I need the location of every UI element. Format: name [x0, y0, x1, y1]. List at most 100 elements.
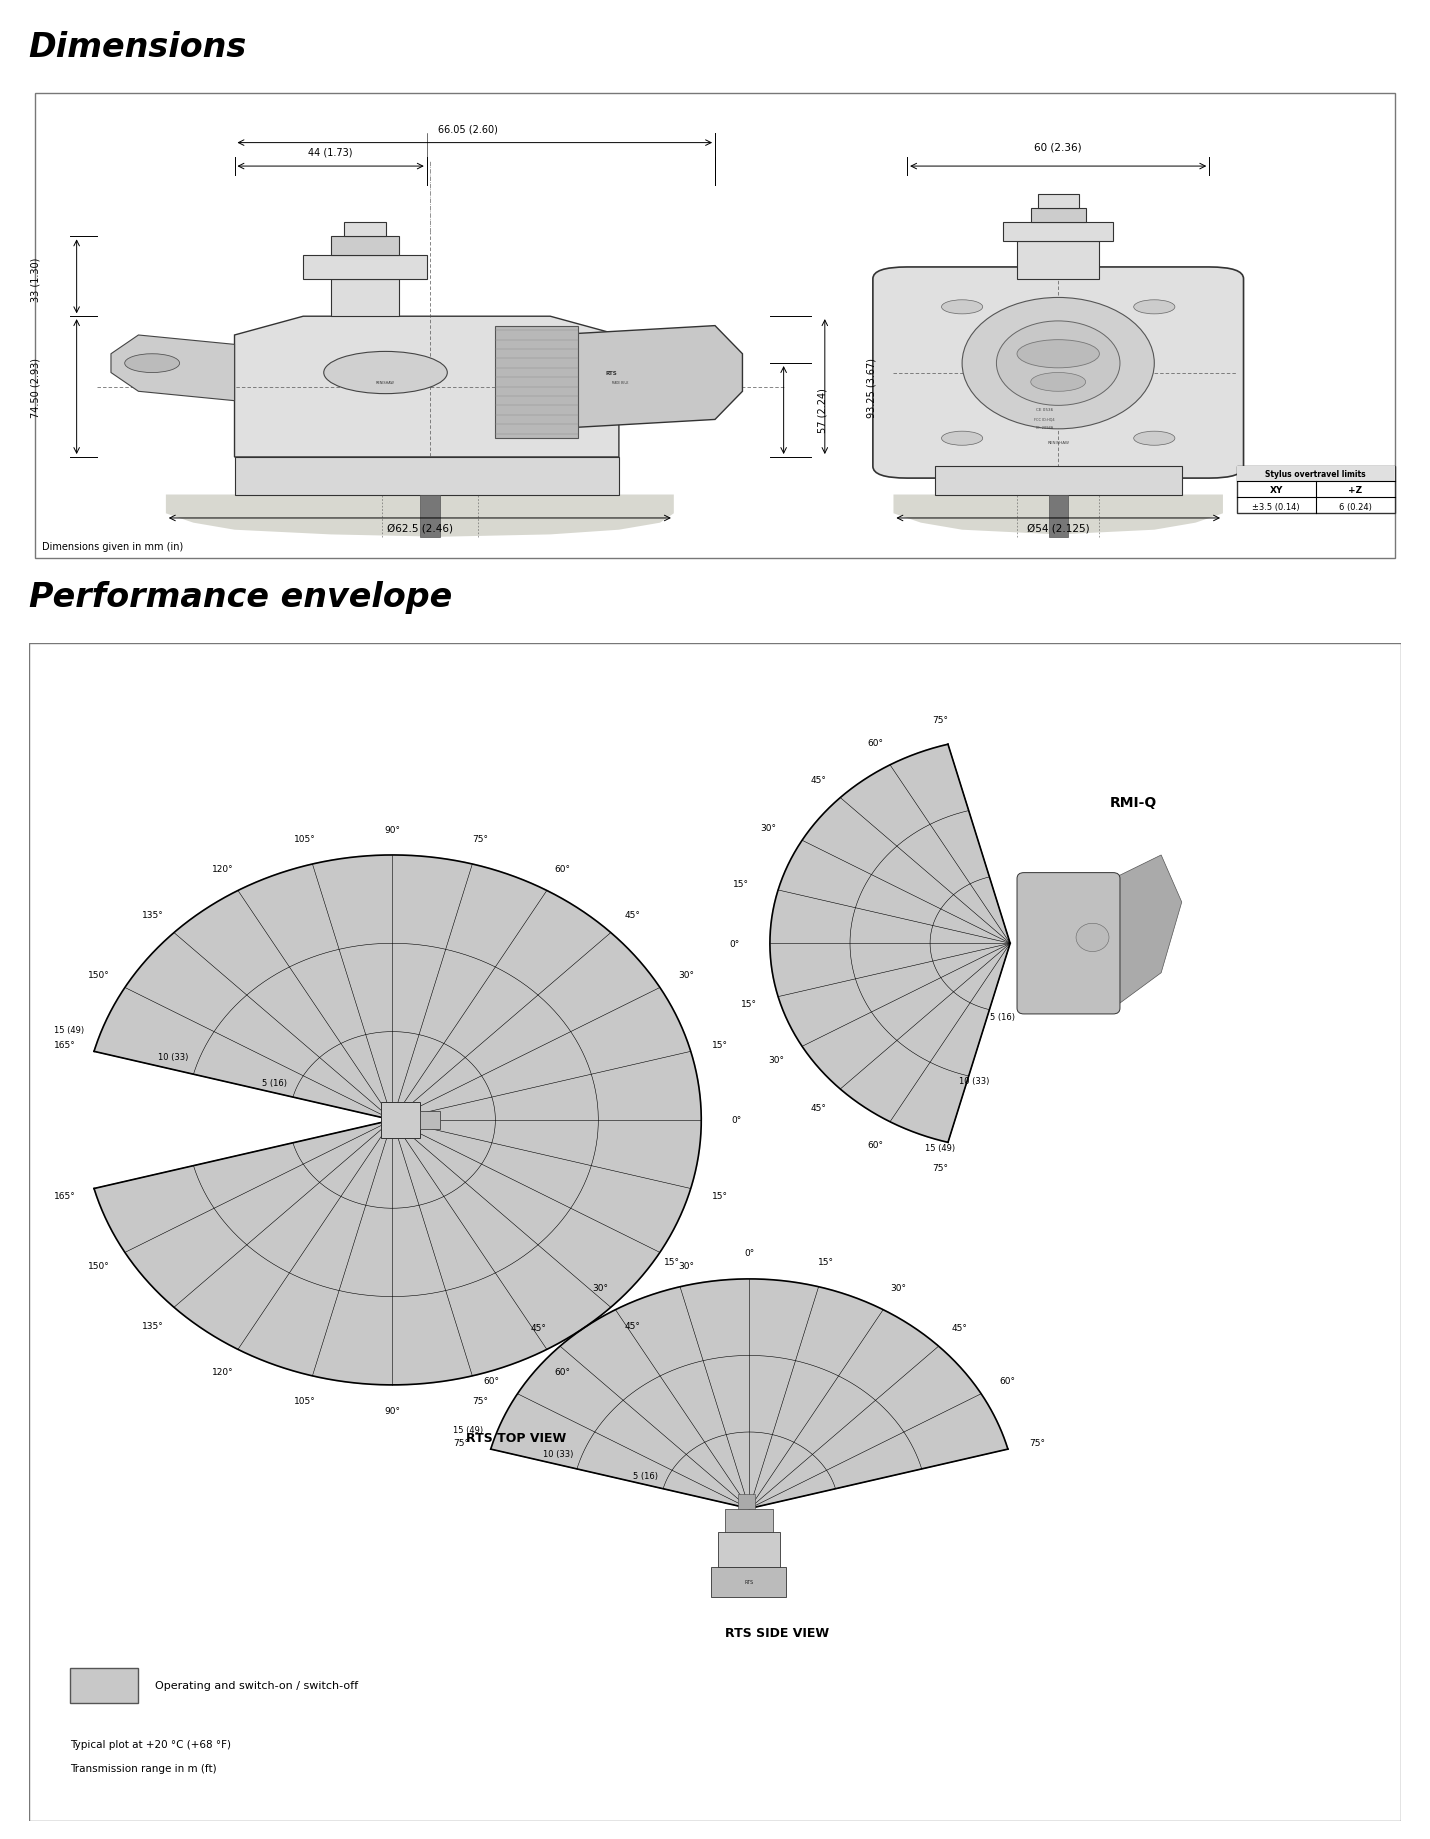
Text: 15°: 15° — [741, 999, 756, 1008]
Bar — [235, 458, 619, 495]
Text: 75°: 75° — [1030, 1438, 1045, 1447]
Text: ±3.5 (0.14): ±3.5 (0.14) — [1253, 502, 1300, 511]
Bar — [1237, 467, 1394, 482]
Text: 75°: 75° — [932, 715, 948, 725]
Text: 45°: 45° — [531, 1324, 546, 1333]
Circle shape — [941, 432, 982, 447]
Bar — [1237, 467, 1394, 513]
Ellipse shape — [997, 322, 1120, 406]
Bar — [718, 1532, 779, 1567]
Circle shape — [1075, 923, 1110, 953]
Text: 15°: 15° — [818, 1258, 835, 1267]
Text: 60°: 60° — [867, 739, 882, 747]
Polygon shape — [490, 1280, 1008, 1508]
Text: 45°: 45° — [625, 910, 641, 920]
Text: RMI-Q: RMI-Q — [1110, 796, 1157, 809]
Text: Dimensions: Dimensions — [29, 31, 247, 64]
Polygon shape — [166, 495, 674, 537]
Bar — [303, 256, 426, 280]
Text: RENISHAW: RENISHAW — [1047, 441, 1070, 445]
Text: 135°: 135° — [142, 1322, 163, 1330]
Bar — [738, 1495, 755, 1508]
Bar — [420, 1111, 440, 1129]
Bar — [420, 495, 440, 537]
Text: 10 (33): 10 (33) — [159, 1052, 189, 1061]
Bar — [725, 1508, 772, 1532]
Text: XY: XY — [1270, 485, 1283, 495]
Text: 75°: 75° — [472, 835, 488, 844]
Text: Performance envelope: Performance envelope — [29, 581, 452, 614]
Text: 45°: 45° — [811, 776, 827, 783]
Text: 57 (2.24): 57 (2.24) — [818, 388, 828, 434]
Polygon shape — [894, 495, 1223, 535]
Text: 15°: 15° — [712, 1192, 728, 1201]
Circle shape — [1134, 432, 1175, 447]
Circle shape — [941, 300, 982, 314]
Text: 45°: 45° — [952, 1324, 968, 1333]
Text: 10 (33): 10 (33) — [543, 1449, 573, 1458]
Text: 33 (1.30): 33 (1.30) — [30, 257, 40, 302]
Polygon shape — [551, 327, 742, 430]
Circle shape — [1134, 300, 1175, 314]
Text: 15°: 15° — [734, 879, 749, 888]
Text: 75°: 75° — [453, 1438, 469, 1447]
Bar — [330, 280, 399, 316]
Bar — [330, 237, 399, 256]
Text: RTS: RTS — [745, 1580, 754, 1583]
Bar — [382, 1103, 420, 1138]
Text: 15 (49): 15 (49) — [54, 1026, 84, 1034]
Text: 75°: 75° — [472, 1396, 488, 1405]
Text: 60°: 60° — [483, 1377, 499, 1385]
Bar — [345, 223, 386, 237]
Polygon shape — [235, 316, 619, 458]
Text: 15 (49): 15 (49) — [925, 1144, 955, 1151]
Bar — [711, 1567, 787, 1596]
Text: 165°: 165° — [54, 1041, 76, 1050]
Text: 60°: 60° — [553, 1368, 571, 1377]
Text: 60°: 60° — [553, 864, 571, 874]
Text: 45°: 45° — [625, 1322, 641, 1330]
Text: Ø54 (2.125): Ø54 (2.125) — [1027, 522, 1090, 533]
Text: 0°: 0° — [744, 1249, 755, 1258]
Text: 15 (49): 15 (49) — [452, 1425, 483, 1434]
Bar — [1048, 495, 1068, 537]
Text: 60 (2.36): 60 (2.36) — [1034, 143, 1083, 153]
Text: 60°: 60° — [1000, 1377, 1015, 1385]
FancyBboxPatch shape — [1017, 874, 1120, 1015]
Polygon shape — [94, 855, 701, 1385]
Text: MADE IN UK: MADE IN UK — [612, 381, 628, 384]
Text: 90°: 90° — [385, 1407, 400, 1416]
Text: 105°: 105° — [293, 1396, 316, 1405]
Text: 45°: 45° — [811, 1103, 827, 1113]
Text: 0°: 0° — [729, 940, 739, 949]
Circle shape — [124, 355, 180, 373]
Text: 66.05 (2.60): 66.05 (2.60) — [438, 125, 498, 134]
Text: 74.50 (2.93): 74.50 (2.93) — [30, 357, 40, 417]
Text: CE 0536: CE 0536 — [1035, 408, 1052, 412]
Text: 5 (16): 5 (16) — [262, 1078, 287, 1087]
Text: 165°: 165° — [54, 1192, 76, 1201]
Text: 5 (16): 5 (16) — [990, 1013, 1015, 1022]
Text: Operating and switch-on / switch-off: Operating and switch-on / switch-off — [154, 1681, 358, 1690]
Bar — [1004, 223, 1113, 243]
Text: Transmission range in m (ft): Transmission range in m (ft) — [70, 1762, 216, 1773]
Bar — [1017, 243, 1100, 280]
FancyBboxPatch shape — [872, 268, 1244, 478]
Text: 44 (1.73): 44 (1.73) — [309, 147, 353, 158]
Text: 90°: 90° — [385, 826, 400, 835]
Bar — [495, 327, 578, 440]
Text: 150°: 150° — [87, 1262, 110, 1271]
Text: Typical plot at +20 °C (+68 °F): Typical plot at +20 °C (+68 °F) — [70, 1740, 230, 1749]
Text: 6 (0.24): 6 (0.24) — [1338, 502, 1371, 511]
Ellipse shape — [962, 298, 1154, 430]
Text: 30°: 30° — [678, 1262, 694, 1271]
Text: Ø62.5 (2.46): Ø62.5 (2.46) — [388, 522, 453, 533]
Text: 30°: 30° — [759, 824, 776, 833]
Text: 30°: 30° — [592, 1284, 608, 1293]
Text: Dimensions given in mm (in): Dimensions given in mm (in) — [43, 541, 183, 552]
Text: 30°: 30° — [768, 1056, 784, 1065]
Circle shape — [323, 353, 448, 394]
Bar — [1038, 195, 1078, 210]
Bar — [935, 467, 1181, 495]
Text: 15°: 15° — [664, 1258, 681, 1267]
